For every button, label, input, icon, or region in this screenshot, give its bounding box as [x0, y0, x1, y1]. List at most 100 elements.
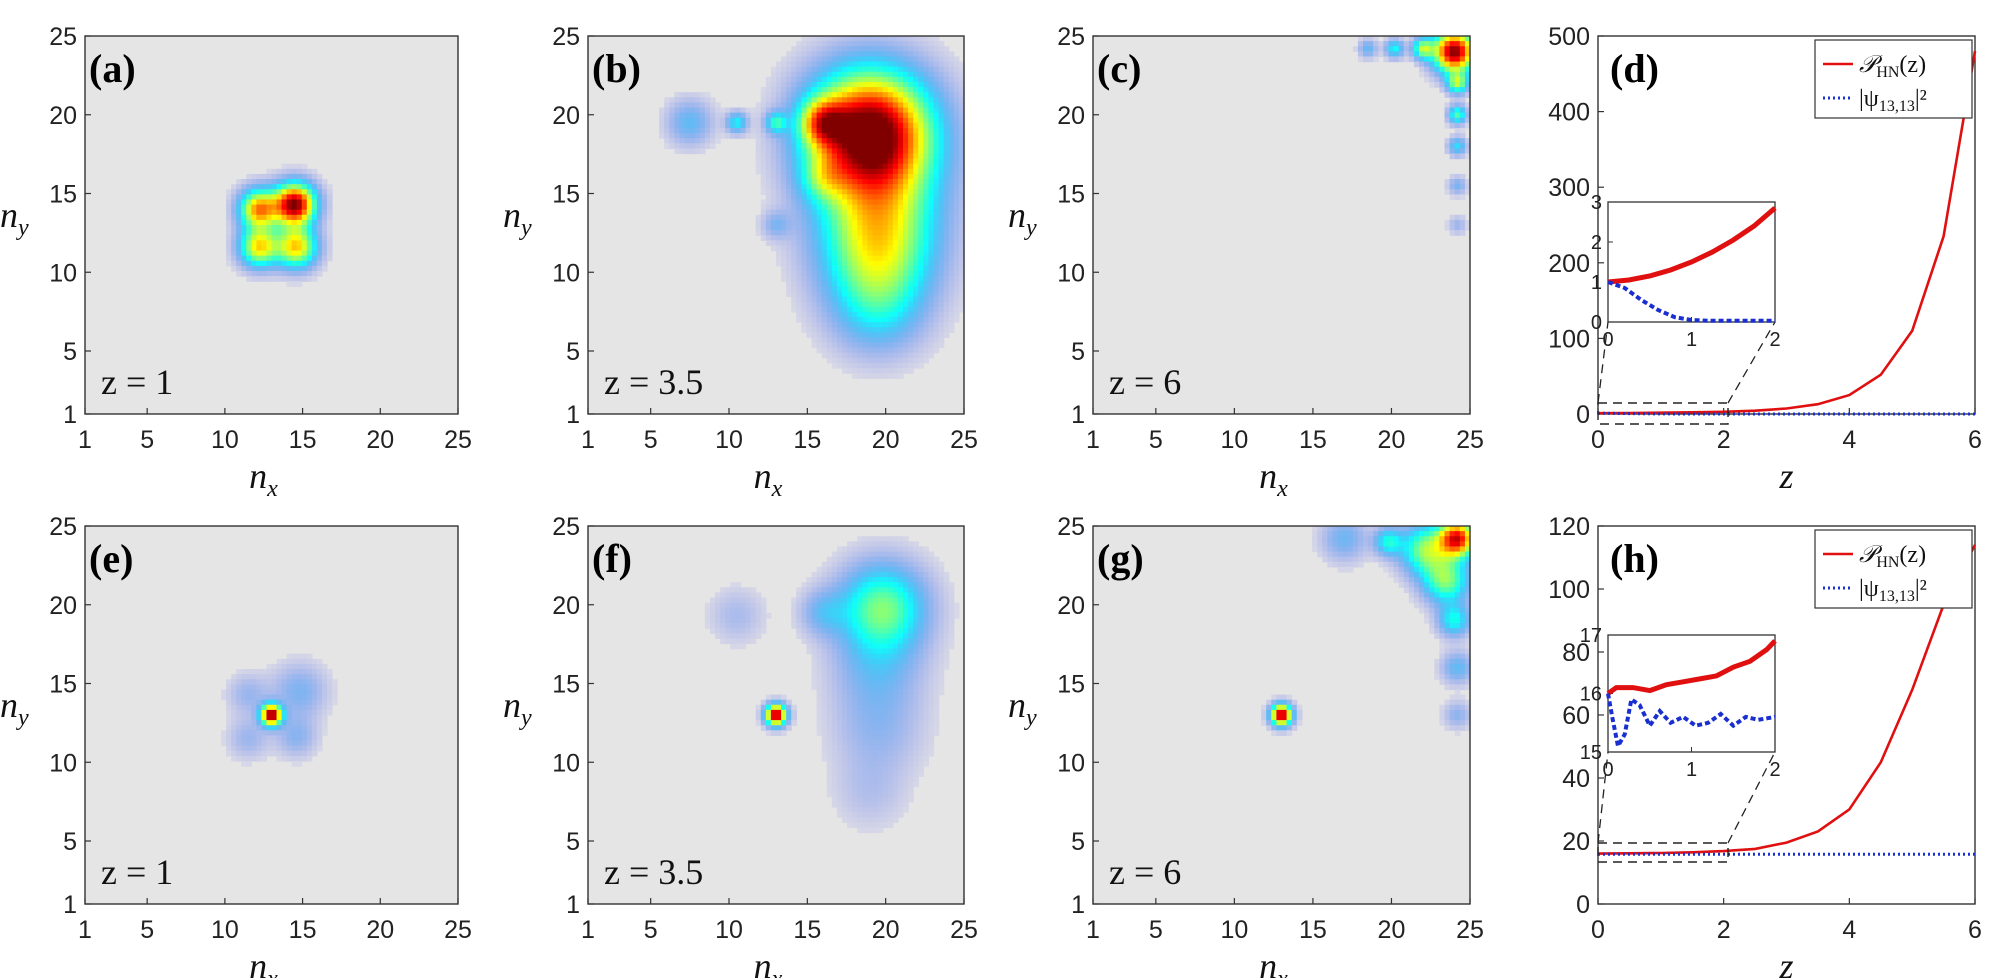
heatmap-cell: [897, 801, 904, 808]
heatmap-cell: [918, 163, 924, 170]
heatmap-cell: [326, 194, 333, 201]
heatmap-cell: [326, 209, 333, 216]
heatmap-cell: [316, 709, 323, 716]
heatmap-cell: [231, 674, 237, 680]
legend-box: [1814, 39, 1973, 119]
heatmap-cell: [892, 97, 899, 104]
heatmap-cell: [913, 214, 919, 221]
heatmap-cell: [938, 230, 945, 236]
heatmap-cell: [266, 689, 273, 696]
heatmap-cell: [867, 179, 874, 185]
heatmap-cell: [913, 133, 919, 139]
heatmap-cell: [806, 245, 813, 252]
heatmap-cell: [770, 235, 777, 241]
heatmap-cell: [918, 61, 924, 68]
heatmap-cell: [816, 184, 823, 190]
heatmap-cell: [831, 342, 838, 349]
heatmap-cell: [943, 71, 950, 78]
heatmap-cell: [897, 92, 904, 98]
heatmap-cell: [852, 301, 858, 308]
heatmap-cell: [796, 214, 802, 221]
heatmap-cell: [811, 597, 818, 604]
heatmap-cell: [831, 143, 838, 149]
heatmap-cell: [246, 694, 252, 701]
heatmap-cell: [831, 674, 838, 680]
heatmap-cell: [913, 158, 919, 165]
heatmap-cell: [241, 260, 247, 267]
heatmap-cell: [958, 107, 965, 114]
heatmap-cell: [918, 194, 924, 201]
heatmap-cell: [953, 265, 960, 272]
heatmap-cell: [877, 66, 884, 73]
heatmap-cell: [720, 117, 726, 124]
heatmap-cell: [826, 112, 833, 119]
heatmap-cell: [872, 827, 879, 834]
heatmap-cell: [246, 699, 252, 706]
heatmap-cell: [730, 107, 736, 114]
heatmap-cell: [872, 122, 879, 129]
heatmap-cell: [796, 112, 802, 119]
heatmap-cell: [826, 87, 833, 93]
heatmap-cell: [816, 347, 823, 354]
heatmap-cell: [948, 66, 955, 73]
heatmap-cell: [281, 168, 288, 175]
heatmap-cell: [286, 755, 293, 762]
heatmap-cell: [882, 541, 889, 548]
heatmap-cell: [892, 107, 899, 114]
heatmap-cell: [791, 184, 797, 190]
heatmap-cell: [857, 342, 863, 349]
heatmap-cell: [791, 214, 797, 221]
heatmap-cell: [887, 286, 894, 293]
heatmap-cell: [847, 776, 853, 783]
heatmap-cell: [321, 689, 328, 696]
heatmap-cell: [862, 653, 869, 660]
heatmap-cell: [1449, 107, 1456, 114]
heatmap-cell: [938, 316, 945, 323]
heatmap-cell: [796, 291, 802, 298]
heatmap-cell: [796, 102, 802, 109]
heatmap-cell: [241, 265, 247, 272]
x-axis-label: nx: [249, 946, 278, 978]
heatmap-cell: [842, 597, 848, 604]
heatmap-cell: [261, 270, 268, 277]
heatmap-cell: [897, 81, 904, 88]
heatmap-cell: [877, 669, 884, 675]
heatmap-cell: [867, 306, 874, 313]
heatmap-cell: [857, 582, 863, 588]
heatmap-cell: [903, 71, 909, 78]
heatmap-cell: [918, 66, 924, 73]
heatmap-cell: [842, 806, 848, 813]
heatmap-cell: [847, 745, 853, 752]
heatmap-cell: [852, 368, 858, 374]
heatmap-cell: [903, 117, 909, 124]
heatmap-cell: [745, 602, 752, 609]
heatmap-cell: [908, 51, 914, 58]
heatmap-cell: [776, 76, 782, 83]
heatmap-cell: [958, 240, 965, 247]
heatmap-cell: [836, 592, 843, 599]
heatmap-cell: [933, 36, 940, 42]
heatmap-cell: [221, 730, 227, 737]
heatmap-cell: [291, 245, 298, 252]
heatmap-cell: [745, 592, 752, 599]
heatmap-cell: [862, 612, 869, 619]
x-tick-label: 5: [140, 916, 154, 944]
heatmap-cell: [948, 296, 955, 303]
heatmap-cell: [943, 46, 950, 52]
heatmap-cell: [836, 316, 843, 323]
heatmap-cell: [806, 219, 813, 226]
heatmap-cell: [261, 750, 268, 757]
heatmap-cell: [903, 556, 909, 563]
heatmap-cell: [1439, 36, 1446, 42]
heatmap-cell: [867, 720, 874, 726]
heatmap-cell: [892, 362, 899, 369]
heatmap-cell: [311, 250, 318, 257]
heatmap-cell: [877, 225, 884, 231]
heatmap-cell: [801, 607, 808, 614]
heatmap-cell: [276, 179, 283, 185]
x-tick-label: 1: [78, 916, 92, 944]
heatmap-cell: [241, 694, 247, 701]
heatmap-cell: [760, 628, 767, 634]
heatmap-cell: [908, 327, 914, 333]
heatmap-cell: [831, 653, 838, 660]
